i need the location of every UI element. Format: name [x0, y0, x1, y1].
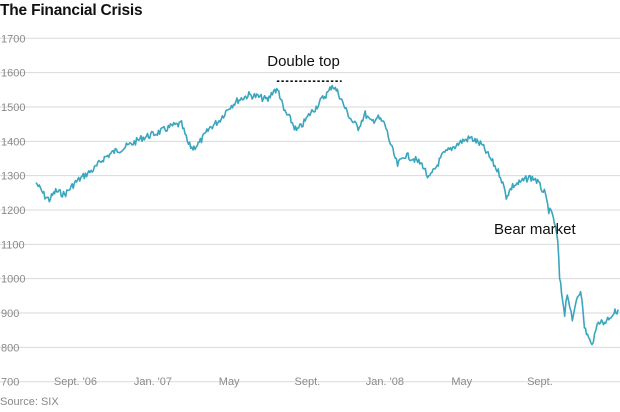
- annotations: Double top Bear market: [267, 53, 576, 238]
- y-tick-label: 1400: [1, 136, 25, 148]
- y-tick-label: 900: [1, 308, 19, 320]
- series-layer: [35, 84, 619, 346]
- y-tick-label: 1200: [1, 205, 25, 217]
- y-axis-ticks: 700 800 900 1000 1100 1200 1300 1400 1500 1600 170…: [1, 33, 25, 388]
- x-tick-label: Jan. '08: [366, 376, 404, 388]
- x-tick-label: Sept. '06: [54, 376, 97, 388]
- y-tick-label: 1700: [1, 33, 25, 45]
- annotation-label: Double top: [267, 53, 340, 70]
- x-tick-label: May: [219, 376, 240, 388]
- x-tick-label: Jan. '07: [134, 376, 172, 388]
- y-tick-label: 1000: [1, 274, 25, 286]
- source-note: Source: SIX: [0, 396, 59, 408]
- x-tick-label: May: [451, 376, 472, 388]
- gridlines: [0, 37, 620, 383]
- y-tick-label: 800: [1, 342, 19, 354]
- x-tick-label: Sept.: [295, 376, 321, 388]
- y-tick-label: 1100: [1, 239, 25, 251]
- y-tick-label: 700: [1, 377, 19, 389]
- y-tick-label: 1500: [1, 102, 25, 114]
- x-axis-ticks: Sept. '06 Jan. '07 May Sept. Jan. '08 May Sept…: [54, 376, 553, 388]
- y-tick-label: 1600: [1, 68, 25, 80]
- chart-title: The Financial Crisis: [0, 2, 143, 19]
- annotation-label: Bear market: [494, 221, 577, 238]
- series-line: [35, 84, 619, 346]
- x-tick-label: Sept.: [527, 376, 553, 388]
- y-tick-label: 1300: [1, 171, 25, 183]
